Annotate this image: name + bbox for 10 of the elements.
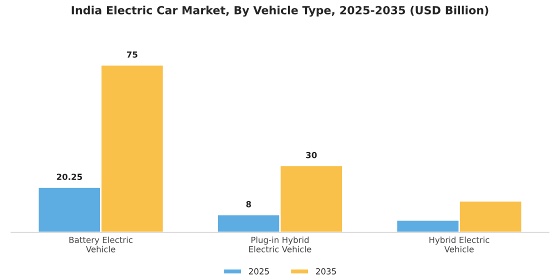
legend-label: 2035 bbox=[316, 268, 336, 274]
x-tick-label: Hybrid Electric Vehicle bbox=[429, 236, 490, 252]
x-tick-label: Plug-in Hybrid Electric Vehicle bbox=[249, 236, 312, 252]
data-label: 8 bbox=[246, 201, 252, 208]
legend-label: 2025 bbox=[248, 268, 269, 274]
data-label: 20.25 bbox=[56, 174, 82, 180]
data-label: 75 bbox=[126, 52, 138, 58]
data-label: 30 bbox=[306, 152, 317, 158]
chart-title: India Electric Car Market, By Vehicle Type, 2025-2035 (USD Billion) bbox=[72, 6, 488, 17]
x-tick-label: Battery Electric Vehicle bbox=[69, 236, 132, 252]
